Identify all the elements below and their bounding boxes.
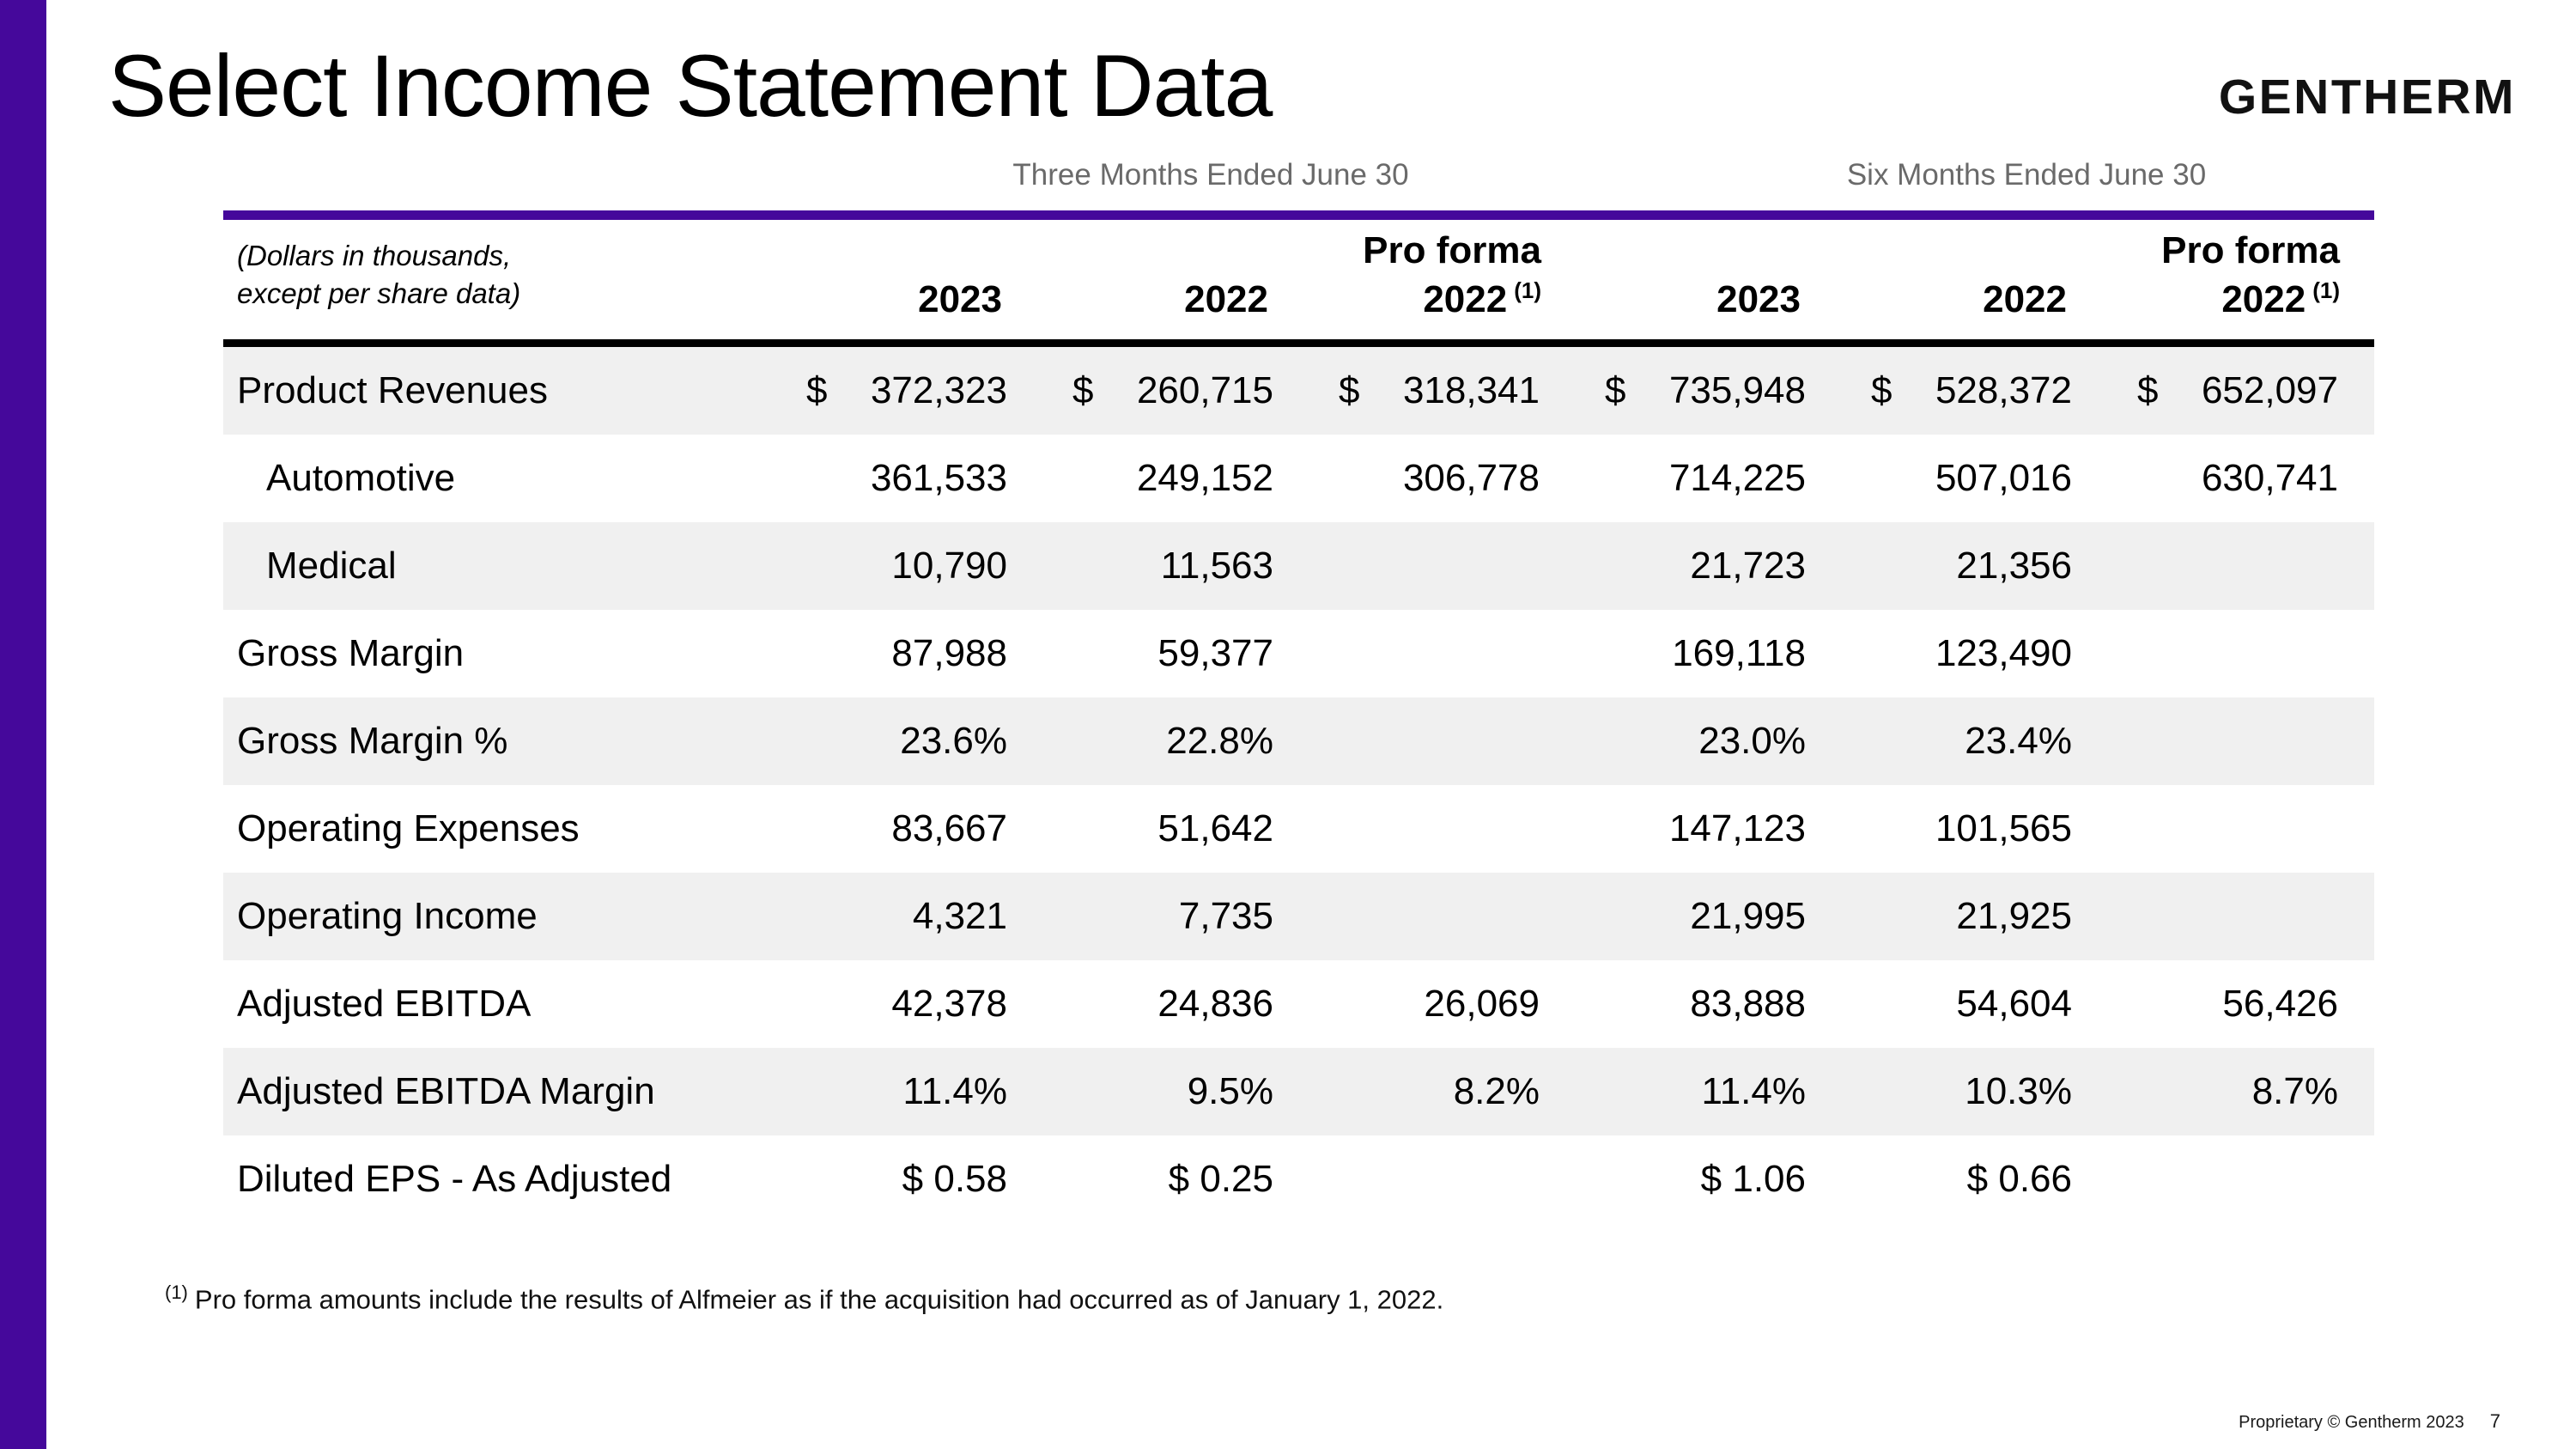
- cell: 11.4%: [1701, 1070, 1807, 1112]
- cell: 101,565: [1935, 807, 2072, 849]
- units-note-line2: except per share data): [237, 277, 521, 310]
- cell: $ 0.58: [902, 1158, 1007, 1200]
- table-row-operating-income: Operating Income 4,321 7,735 21,995 21,9…: [223, 873, 2374, 960]
- table-row-product-revenues: Product Revenues $372,323 $260,715 $318,…: [223, 347, 2374, 435]
- left-accent-bar: [0, 0, 46, 1449]
- row-label: Adjusted EBITDA Margin: [237, 1070, 655, 1112]
- cell: 42,378: [891, 983, 1007, 1025]
- cell: 21,723: [1690, 545, 1806, 587]
- cell: $ 0.25: [1168, 1158, 1273, 1200]
- cell: 21,356: [1956, 545, 2072, 587]
- cell: 8.7%: [2251, 1070, 2338, 1112]
- cell: 54,604: [1956, 983, 2072, 1025]
- footnote-text: Pro forma amounts include the results of…: [194, 1284, 1444, 1315]
- table-row-gross-margin: Gross Margin 87,988 59,377 169,118 123,4…: [223, 610, 2374, 697]
- cell: 10,790: [891, 545, 1007, 587]
- cell: 56,426: [2222, 983, 2338, 1025]
- cell: $372,323: [806, 369, 1007, 411]
- row-label: Operating Income: [237, 895, 538, 937]
- cell: 59,377: [1157, 632, 1273, 674]
- column-header-3mo-proforma-2022: Pro forma 2022 (1): [1363, 228, 1541, 320]
- cell: 21,995: [1690, 895, 1806, 937]
- income-statement-table: Product Revenues $372,323 $260,715 $318,…: [223, 347, 2374, 1223]
- footnote-ref: (1): [2312, 277, 2340, 304]
- cell: $ 1.06: [1700, 1158, 1806, 1200]
- row-label: Automotive: [266, 457, 456, 499]
- table-row-diluted-eps: Diluted EPS - As Adjusted $ 0.58 $ 0.25 …: [223, 1135, 2374, 1223]
- cell: 26,069: [1424, 983, 1540, 1025]
- cell: 11,563: [1160, 545, 1273, 587]
- table-row-automotive: Automotive 361,533 249,152 306,778 714,2…: [223, 435, 2374, 522]
- table-row-adjusted-ebitda-margin: Adjusted EBITDA Margin 11.4% 9.5% 8.2% 1…: [223, 1048, 2374, 1135]
- column-header-3mo-2023: 2023: [918, 277, 1002, 320]
- footer: Proprietary © Gentherm 2023 7: [2239, 1410, 2500, 1433]
- footnote-ref: (1): [1514, 277, 1541, 304]
- purple-rule: [223, 210, 2374, 220]
- cell: 24,836: [1157, 983, 1273, 1025]
- cell: 169,118: [1672, 632, 1806, 674]
- cell: 23.0%: [1698, 720, 1806, 762]
- cell: $318,341: [1339, 369, 1540, 411]
- units-note: (Dollars in thousands, except per share …: [223, 237, 777, 339]
- row-label: Gross Margin: [237, 632, 465, 674]
- cell: 7,735: [1178, 895, 1273, 937]
- cell: 249,152: [1136, 457, 1273, 499]
- cell: 83,888: [1690, 983, 1806, 1025]
- cell: $735,948: [1605, 369, 1806, 411]
- cell: 23.6%: [900, 720, 1007, 762]
- page-title: Select Income Statement Data: [108, 37, 1273, 135]
- table-row-medical: Medical 10,790 11,563 21,723 21,356: [223, 522, 2374, 610]
- cell: 147,123: [1668, 807, 1806, 849]
- gentherm-logo: GENTHERM: [2218, 70, 2516, 125]
- cell: 10.3%: [1965, 1070, 2072, 1112]
- cell: $ 0.66: [1966, 1158, 2072, 1200]
- row-label: Diluted EPS - As Adjusted: [237, 1158, 672, 1200]
- cell: 306,778: [1402, 457, 1540, 499]
- cell: 630,741: [2201, 457, 2338, 499]
- row-label: Operating Expenses: [237, 807, 580, 849]
- header-rule: [223, 339, 2374, 347]
- group-header-six-months: Six Months Ended June 30: [1846, 158, 2207, 192]
- footnote: (1) Pro forma amounts include the results…: [165, 1282, 1443, 1315]
- cell: 87,988: [891, 632, 1007, 674]
- group-header-three-months: Three Months Ended June 30: [1012, 158, 1409, 192]
- row-label: Medical: [266, 545, 397, 587]
- cell: $260,715: [1072, 369, 1273, 411]
- footnote-marker: (1): [165, 1282, 188, 1303]
- cell: 11.4%: [902, 1070, 1008, 1112]
- row-label: Product Revenues: [237, 369, 548, 411]
- cell: 361,533: [870, 457, 1007, 499]
- column-header-6mo-proforma-2022: Pro forma 2022 (1): [2161, 228, 2340, 320]
- page-number: 7: [2489, 1410, 2500, 1432]
- cell: 123,490: [1935, 632, 2072, 674]
- cell: 4,321: [912, 895, 1007, 937]
- cell: 21,925: [1956, 895, 2072, 937]
- cell: 83,667: [891, 807, 1007, 849]
- units-note-line1: (Dollars in thousands,: [237, 239, 512, 271]
- column-header-6mo-2022: 2022: [1983, 277, 2067, 320]
- cell: 507,016: [1935, 457, 2072, 499]
- row-label: Gross Margin %: [237, 720, 508, 762]
- cell: 714,225: [1668, 457, 1806, 499]
- cell: 22.8%: [1166, 720, 1273, 762]
- table-row-gross-margin-pct: Gross Margin % 23.6% 22.8% 23.0% 23.4%: [223, 697, 2374, 785]
- footer-copyright: Proprietary © Gentherm 2023: [2239, 1413, 2464, 1432]
- row-label: Adjusted EBITDA: [237, 983, 532, 1025]
- table-row-operating-expenses: Operating Expenses 83,667 51,642 147,123…: [223, 785, 2374, 873]
- cell: 9.5%: [1187, 1070, 1273, 1112]
- cell: $528,372: [1871, 369, 2072, 411]
- cell: 51,642: [1157, 807, 1273, 849]
- table-row-adjusted-ebitda: Adjusted EBITDA 42,378 24,836 26,069 83,…: [223, 960, 2374, 1048]
- column-header-6mo-2023: 2023: [1716, 277, 1801, 320]
- table-header-row: (Dollars in thousands, except per share …: [223, 222, 2374, 339]
- cell: 8.2%: [1453, 1070, 1540, 1112]
- cell: $652,097: [2137, 369, 2338, 411]
- column-header-3mo-2022: 2022: [1184, 277, 1268, 320]
- cell: 23.4%: [1965, 720, 2072, 762]
